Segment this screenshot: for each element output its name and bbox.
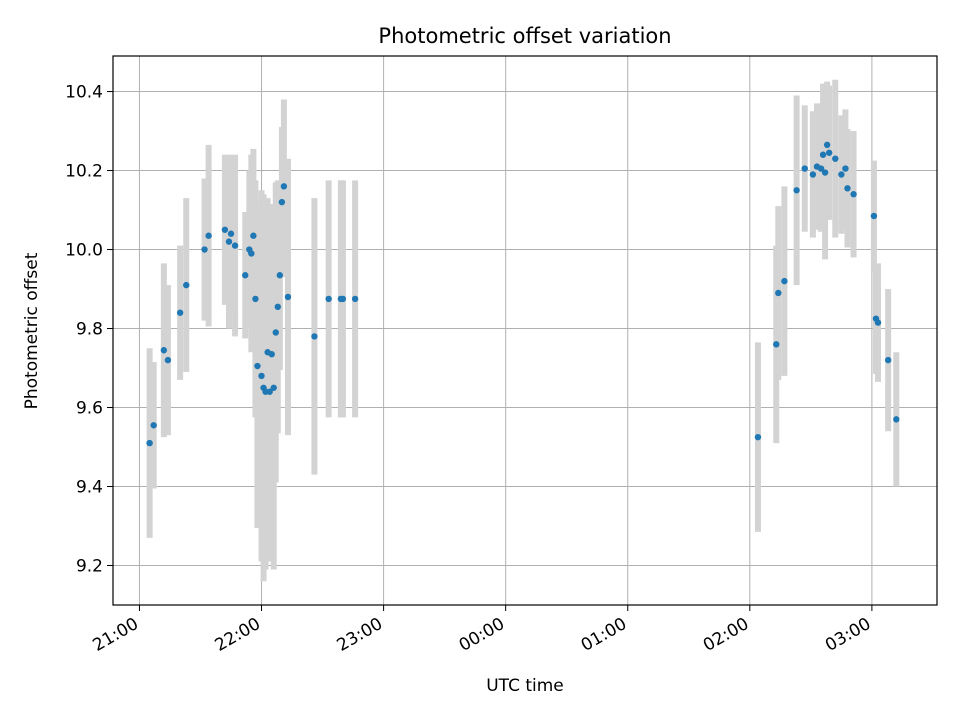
data-point (893, 416, 900, 423)
data-point (205, 232, 212, 239)
data-point (821, 169, 829, 176)
data-point (164, 356, 172, 364)
data-point (832, 155, 839, 162)
data-point (781, 277, 788, 285)
data-point (819, 151, 827, 158)
data-point (258, 372, 265, 380)
data-point (325, 295, 332, 303)
data-point (844, 185, 851, 192)
data-point (884, 356, 892, 364)
chart-title: Photometric offset variation (378, 24, 671, 48)
data-point (311, 333, 318, 340)
data-points (146, 141, 900, 447)
y-tick-label: 10.0 (65, 241, 103, 261)
data-point (817, 165, 825, 172)
data-point (231, 242, 239, 249)
y-axis-label: Photometric offset (22, 252, 42, 409)
data-point (252, 295, 259, 303)
data-point (270, 384, 277, 391)
data-point (793, 187, 800, 194)
x-tick-label: 02:00 (700, 614, 752, 656)
x-tick-label: 23:00 (334, 614, 386, 656)
data-point (809, 171, 817, 178)
data-point (870, 212, 878, 220)
data-point (248, 250, 255, 257)
y-tick-label: 9.6 (76, 399, 103, 419)
y-tick-label: 10.2 (65, 162, 103, 182)
data-point (284, 293, 292, 301)
plot-frame (112, 55, 938, 606)
data-point (146, 439, 153, 447)
x-tick-label: 01:00 (578, 614, 630, 656)
x-tick-label: 00:00 (456, 614, 508, 656)
y-tick-label: 9.8 (76, 320, 103, 340)
x-axis-ticks: 21:00 22:00 23:00 00:00 01:00 02:00 03:00 (90, 605, 874, 656)
data-point (838, 171, 845, 178)
data-point (227, 230, 235, 237)
data-point (160, 347, 168, 354)
x-tick-label: 03:00 (822, 614, 874, 656)
data-point (221, 226, 229, 233)
data-point (266, 388, 273, 395)
x-tick-label: 22:00 (212, 614, 264, 656)
data-point (850, 191, 857, 198)
data-point (225, 238, 233, 245)
data-point (280, 183, 288, 190)
data-point (250, 232, 257, 239)
data-point (825, 149, 833, 156)
data-point (268, 350, 275, 358)
data-point (274, 303, 281, 311)
data-point (278, 198, 286, 206)
data-point (351, 295, 359, 303)
data-point (339, 295, 347, 303)
y-tick-label: 9.2 (76, 557, 103, 577)
y-tick-label: 9.4 (76, 478, 103, 498)
data-point (176, 309, 184, 316)
data-point (801, 165, 808, 172)
data-point (773, 341, 780, 348)
y-tick-label: 10.4 (65, 83, 103, 103)
data-point (242, 272, 249, 279)
data-point (150, 422, 157, 429)
data-point (272, 329, 279, 336)
data-point (201, 246, 208, 253)
data-point (874, 319, 882, 326)
y-axis-ticks: 9.2 9.4 9.6 9.8 10.0 10.2 10.4 (65, 83, 113, 577)
x-axis-label: UTC time (486, 676, 564, 696)
data-point (775, 289, 782, 297)
data-point (276, 272, 284, 279)
data-point (842, 165, 849, 172)
data-point (254, 362, 261, 370)
x-tick-label: 21:00 (90, 614, 142, 656)
data-point (754, 433, 762, 441)
data-point (183, 281, 190, 289)
data-point (823, 141, 831, 149)
